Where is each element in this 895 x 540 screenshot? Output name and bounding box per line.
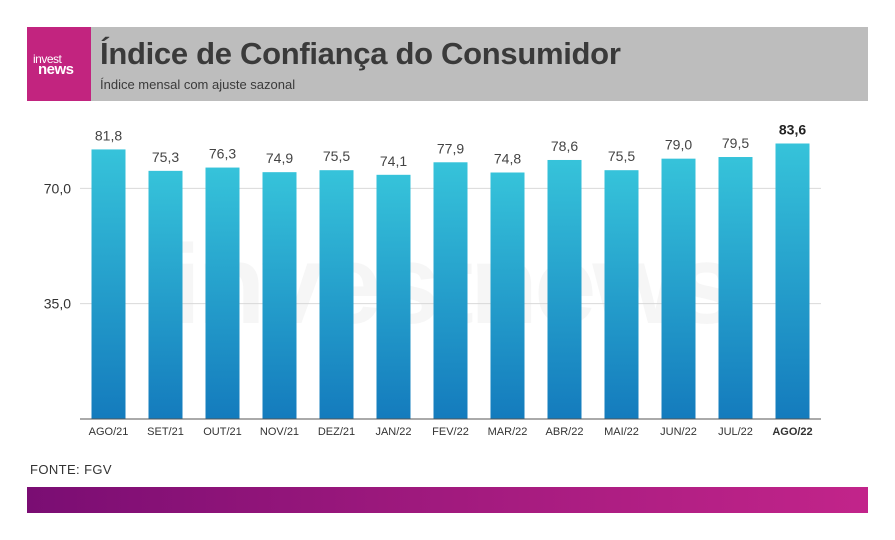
data-label: 79,5 bbox=[722, 135, 749, 151]
bar bbox=[376, 174, 411, 419]
data-label: 75,5 bbox=[608, 148, 635, 164]
footer-bar bbox=[27, 487, 868, 513]
y-axis-ticks: 35,0 70,0 bbox=[44, 180, 71, 311]
data-label: 74,9 bbox=[266, 150, 293, 166]
bars bbox=[91, 143, 810, 420]
logo-text-invest: invest bbox=[33, 52, 62, 66]
x-tick-label: MAR/22 bbox=[488, 426, 528, 438]
value-labels: 81,8 75,3 76,3 74,9 75,5 74,1 77,9 74,8 78,6 75,5… bbox=[95, 122, 806, 169]
data-label: 78,6 bbox=[551, 138, 578, 154]
bar bbox=[433, 162, 468, 419]
y-tick-label: 70,0 bbox=[44, 180, 71, 196]
page-title: Índice de Confiança do Consumidor bbox=[100, 36, 621, 71]
bar bbox=[91, 149, 126, 419]
bar bbox=[148, 170, 183, 419]
bar bbox=[775, 143, 810, 419]
x-tick-label: ABR/22 bbox=[546, 426, 584, 438]
investnews-logo: invest news bbox=[27, 27, 91, 101]
data-label: 74,8 bbox=[494, 151, 521, 167]
data-label: 79,0 bbox=[665, 137, 692, 153]
y-tick-label: 35,0 bbox=[44, 296, 71, 312]
header: invest news Índice de Confiança do Consu… bbox=[27, 27, 868, 101]
data-label: 74,1 bbox=[380, 153, 407, 169]
data-label: 76,3 bbox=[209, 146, 236, 162]
bar bbox=[262, 172, 297, 419]
x-tick-label: NOV/21 bbox=[260, 426, 299, 438]
data-label: 75,3 bbox=[152, 149, 179, 165]
x-axis-ticks: AGO/21 SET/21 OUT/21 NOV/21 DEZ/21 JAN/22 FEV/… bbox=[89, 426, 813, 438]
bar bbox=[490, 172, 525, 419]
x-tick-label: DEZ/21 bbox=[318, 426, 355, 438]
x-tick-label: JUN/22 bbox=[660, 426, 697, 438]
data-label: 75,5 bbox=[323, 148, 350, 164]
source-note: FONTE: FGV bbox=[30, 462, 112, 477]
page-subtitle: Índice mensal com ajuste sazonal bbox=[100, 77, 296, 92]
bar bbox=[718, 157, 753, 420]
x-tick-label: SET/21 bbox=[147, 426, 184, 438]
x-tick-label: MAI/22 bbox=[604, 426, 639, 438]
x-tick-label: AGO/22 bbox=[772, 426, 812, 438]
data-label: 83,6 bbox=[779, 122, 806, 138]
bar bbox=[604, 170, 639, 419]
data-label: 81,8 bbox=[95, 127, 122, 143]
bar bbox=[205, 167, 240, 419]
x-tick-label: JUL/22 bbox=[718, 426, 753, 438]
bar bbox=[319, 170, 354, 419]
x-tick-label: OUT/21 bbox=[203, 426, 242, 438]
x-tick-label: FEV/22 bbox=[432, 426, 469, 438]
bar bbox=[661, 158, 696, 419]
bar bbox=[547, 159, 582, 419]
x-tick-label: JAN/22 bbox=[375, 426, 411, 438]
logo-text-news: news bbox=[38, 61, 74, 78]
x-tick-label: AGO/21 bbox=[89, 426, 129, 438]
data-label: 77,9 bbox=[437, 140, 464, 156]
